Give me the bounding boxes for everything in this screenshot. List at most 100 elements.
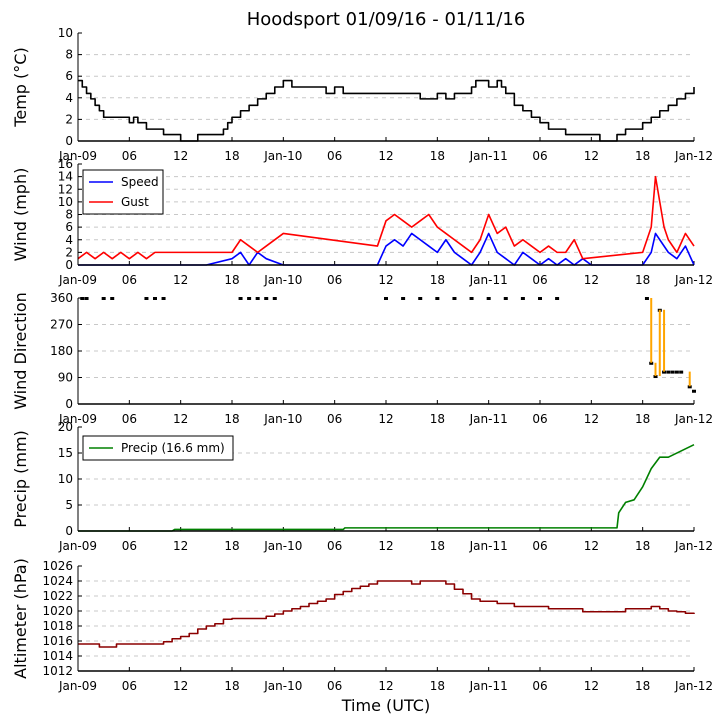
series-line-gust — [77, 175, 695, 260]
data-point — [670, 370, 675, 374]
legend-box — [82, 169, 164, 215]
x-tick-label: 06 — [327, 149, 342, 163]
x-axis-title: Time (UTC) — [341, 696, 430, 715]
y-tick-label: 1020 — [42, 604, 73, 618]
x-tick-label: 06 — [122, 412, 137, 426]
x-tick-label: 06 — [327, 539, 342, 553]
y-tick-label: 1012 — [42, 664, 73, 678]
y-tick-label: 0 — [65, 258, 73, 272]
x-tick-label: Jan-11 — [469, 679, 508, 693]
x-tick-label: Jan-12 — [674, 273, 713, 287]
x-tick-label: Jan-12 — [674, 539, 713, 553]
data-point — [555, 297, 560, 300]
y-tick-label: 16 — [58, 157, 73, 171]
y-tick-label: 10 — [58, 26, 73, 40]
data-point — [401, 297, 406, 300]
y-tick-label: 1014 — [42, 649, 73, 663]
x-tick-label: 18 — [430, 412, 445, 426]
y-tick-label: 10 — [58, 472, 73, 486]
y-tick-label: 8 — [65, 48, 73, 62]
legend: Precip (16.6 mm) — [82, 435, 234, 461]
x-tick-label: Jan-10 — [263, 679, 302, 693]
x-tick-label: 18 — [635, 679, 650, 693]
panel-temperature: 0 2 4 6 8 10 Jan-09 06 12 18 Jan-10 06 12 18 Jan-11 06 1… — [11, 26, 713, 163]
series-line-precip — [78, 443, 695, 532]
y-tick-label: 4 — [65, 91, 73, 105]
x-tick-label: 06 — [122, 539, 137, 553]
data-point — [452, 297, 457, 300]
data-point — [503, 297, 508, 300]
y-tick-label: 15 — [58, 446, 73, 460]
y-tick-label: 360 — [50, 291, 73, 305]
figure-title: Hoodsport 01/09/16 - 01/11/16 — [247, 9, 526, 30]
x-tick-label: Jan-12 — [674, 412, 713, 426]
data-point — [649, 361, 654, 365]
y-tick-label: 1018 — [42, 619, 73, 633]
data-point — [153, 297, 157, 300]
x-tick-label: 18 — [635, 273, 650, 287]
x-tick-label: 18 — [635, 539, 650, 553]
x-tick-label: 18 — [430, 273, 445, 287]
x-tick-label: 12 — [173, 412, 188, 426]
x-tick-label: Jan-12 — [674, 149, 713, 163]
y-tick-label: 1026 — [42, 559, 73, 573]
x-tick-label: 12 — [584, 679, 599, 693]
x-tick-label: 12 — [584, 539, 599, 553]
x-tick-label: 06 — [122, 273, 137, 287]
x-tick-label: Jan-10 — [263, 412, 302, 426]
data-point — [666, 370, 671, 374]
x-tick-label: 12 — [378, 412, 393, 426]
y-tick-label: 0 — [65, 397, 73, 411]
y-tick-label: 270 — [50, 318, 73, 332]
y-axis-title: Precip (mm) — [11, 430, 30, 528]
x-tick-label: Jan-11 — [469, 273, 508, 287]
data-point — [644, 297, 649, 300]
y-tick-label: 6 — [65, 69, 73, 83]
y-tick-label: 0 — [65, 134, 73, 148]
x-tick-label: Jan-11 — [469, 149, 508, 163]
x-tick-label: 18 — [430, 539, 445, 553]
x-tick-label: 12 — [378, 539, 393, 553]
data-point — [662, 370, 667, 374]
data-point — [418, 297, 423, 300]
x-tick-label: Jan-09 — [58, 539, 97, 553]
x-tick-label: Jan-09 — [58, 149, 97, 163]
y-tick-label: 5 — [65, 498, 73, 512]
y-tick-label: 1022 — [42, 589, 73, 603]
legend-label: Precip (16.6 mm) — [121, 441, 225, 455]
x-tick-label: Jan-10 — [263, 273, 302, 287]
x-tick-label: 06 — [327, 412, 342, 426]
data-point — [679, 370, 684, 374]
x-tick-label: 06 — [327, 679, 342, 693]
x-tick-label: Jan-09 — [58, 412, 97, 426]
legend: Speed Gust — [82, 169, 164, 215]
chart-panels: 0 2 4 6 8 10 Jan-09 06 12 18 Jan-10 06 12 18 Jan-11 06 1… — [11, 26, 713, 693]
x-tick-label: 06 — [532, 273, 547, 287]
x-tick-label: Jan-10 — [263, 149, 302, 163]
x-tick-label: 12 — [378, 679, 393, 693]
x-tick-label: Jan-09 — [58, 679, 97, 693]
data-point — [272, 297, 277, 300]
x-tick-label: 06 — [532, 412, 547, 426]
series-line-altimeter — [78, 580, 695, 648]
data-point — [687, 385, 692, 389]
y-tick-label: 2 — [65, 112, 73, 126]
x-tick-label: Jan-09 — [58, 273, 97, 287]
panel-wind-direction: 0 90 180 270 360 Jan-09 06 12 18 Jan-10 06 12 18 Jan-… — [11, 291, 713, 426]
series-line-speed — [78, 232, 695, 266]
x-tick-label: 18 — [430, 149, 445, 163]
x-tick-label: 18 — [224, 273, 239, 287]
data-point — [80, 297, 85, 300]
x-tick-label: 12 — [584, 412, 599, 426]
x-tick-label: 12 — [173, 273, 188, 287]
y-tick-label: 12 — [58, 182, 73, 196]
x-tick-label: 18 — [224, 679, 239, 693]
x-tick-label: 12 — [173, 149, 188, 163]
x-tick-label: 12 — [173, 539, 188, 553]
x-tick-label: 12 — [378, 149, 393, 163]
x-tick-label: 18 — [635, 412, 650, 426]
x-tick-label: 12 — [378, 273, 393, 287]
